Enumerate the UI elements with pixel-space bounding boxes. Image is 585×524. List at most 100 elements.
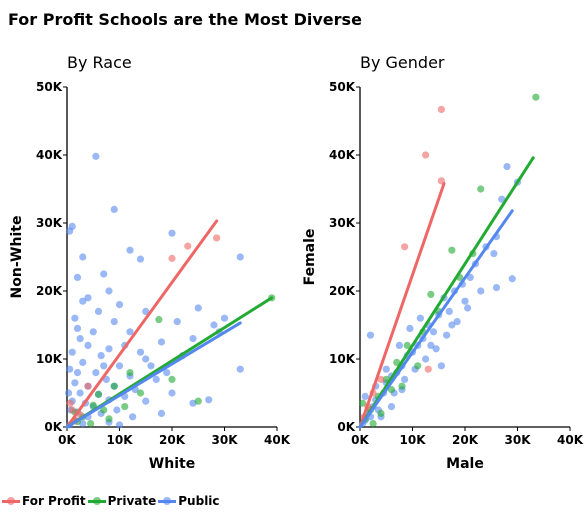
point-private xyxy=(105,415,113,423)
panel-by-gender: By Gender 0K 10K 20K 30K 40K 50K 0K 10K 20K 30K 40K… xyxy=(302,53,584,472)
y-tick-label: 50K xyxy=(329,80,356,94)
point-public xyxy=(94,307,103,315)
point-public xyxy=(236,253,244,261)
x-tick-label: 10K xyxy=(107,433,134,447)
point-private xyxy=(155,315,163,324)
point-public xyxy=(105,345,113,353)
point-for-profit xyxy=(213,234,221,242)
point-public xyxy=(453,318,461,326)
point-public xyxy=(84,341,92,349)
point-public xyxy=(157,409,166,417)
point-public xyxy=(100,270,108,278)
point-public xyxy=(79,253,87,261)
point-public xyxy=(113,406,121,414)
x-tick-label: 10K xyxy=(400,433,427,447)
trend-line-for-profit xyxy=(358,182,446,429)
x-axis-label: White xyxy=(149,456,195,472)
point-for-profit xyxy=(422,151,430,159)
point-public xyxy=(115,301,124,309)
legend-label-for-profit: For Profit xyxy=(22,494,86,508)
trend-line-for-profit xyxy=(65,219,219,429)
point-public xyxy=(84,294,92,302)
trend-line-public xyxy=(65,321,242,429)
point-public xyxy=(64,389,73,397)
point-public xyxy=(427,341,435,349)
y-tick-label: 40K xyxy=(36,148,63,162)
point-public xyxy=(401,375,409,383)
point-private xyxy=(387,386,396,394)
point-public xyxy=(89,328,97,336)
point-public xyxy=(79,358,87,366)
point-public xyxy=(136,348,145,356)
x-tick-label: 0K xyxy=(351,433,369,447)
point-public xyxy=(445,307,453,315)
point-public xyxy=(97,352,105,360)
y-axis-label: Non-White xyxy=(9,216,25,299)
point-private xyxy=(89,401,97,409)
point-public xyxy=(205,396,213,404)
point-private xyxy=(414,362,422,370)
point-for-profit xyxy=(437,105,445,114)
point-public xyxy=(361,392,369,400)
point-public xyxy=(508,275,516,283)
point-for-profit xyxy=(184,242,192,250)
point-private xyxy=(398,382,406,390)
point-private xyxy=(126,369,134,377)
point-public xyxy=(115,362,124,370)
legend-swatch-private xyxy=(87,495,106,507)
point-public xyxy=(503,162,511,171)
legend-swatch-for-profit xyxy=(2,495,20,507)
point-public xyxy=(437,362,445,370)
point-private xyxy=(532,93,540,101)
point-private xyxy=(359,399,367,407)
point-public xyxy=(110,318,118,326)
y-tick-label: 10K xyxy=(329,352,356,366)
point-public xyxy=(66,227,74,235)
point-private xyxy=(168,375,176,383)
point-private xyxy=(377,409,385,417)
y-tick-label: 30K xyxy=(36,216,63,230)
trend-line-public xyxy=(358,209,514,429)
point-public xyxy=(147,362,155,370)
point-public xyxy=(76,389,84,397)
point-public xyxy=(168,229,176,237)
point-for-profit xyxy=(168,254,176,262)
x-tick-label: 30K xyxy=(212,433,239,447)
y-tick-label: 0K xyxy=(44,420,62,434)
point-public xyxy=(73,324,82,332)
point-public xyxy=(422,355,430,363)
y-tick-label: 0K xyxy=(337,420,355,434)
point-public xyxy=(73,273,82,281)
panel-title: By Race xyxy=(67,53,132,72)
page-title: For Profit Schools are the Most Diverse xyxy=(8,10,362,29)
panel-title: By Gender xyxy=(360,53,445,72)
point-for-profit xyxy=(424,365,432,373)
point-public xyxy=(142,397,150,405)
point-public xyxy=(76,335,84,343)
x-tick-label: 0K xyxy=(58,433,76,447)
point-for-profit xyxy=(68,406,76,414)
point-public xyxy=(152,375,160,383)
point-private xyxy=(403,341,411,349)
x-tick-label: 40K xyxy=(264,433,291,447)
point-public xyxy=(126,328,134,336)
point-public xyxy=(194,304,202,312)
point-public xyxy=(490,250,498,258)
legend-item-for-profit: For Profit xyxy=(2,494,86,508)
x-tick-label: 30K xyxy=(505,433,532,447)
point-public xyxy=(464,304,472,312)
point-public xyxy=(416,314,424,322)
point-public xyxy=(477,287,485,295)
legend: For Profit Private Public xyxy=(2,494,222,508)
point-public xyxy=(71,379,79,387)
y-tick-label: 30K xyxy=(329,216,356,230)
y-tick-label: 20K xyxy=(329,284,356,298)
point-public xyxy=(126,246,134,254)
point-public xyxy=(432,345,440,353)
y-tick-label: 40K xyxy=(329,148,356,162)
point-public xyxy=(189,335,197,343)
point-public xyxy=(498,195,506,203)
point-public xyxy=(448,321,456,329)
point-public xyxy=(142,307,150,315)
x-tick-label: 20K xyxy=(159,433,186,447)
